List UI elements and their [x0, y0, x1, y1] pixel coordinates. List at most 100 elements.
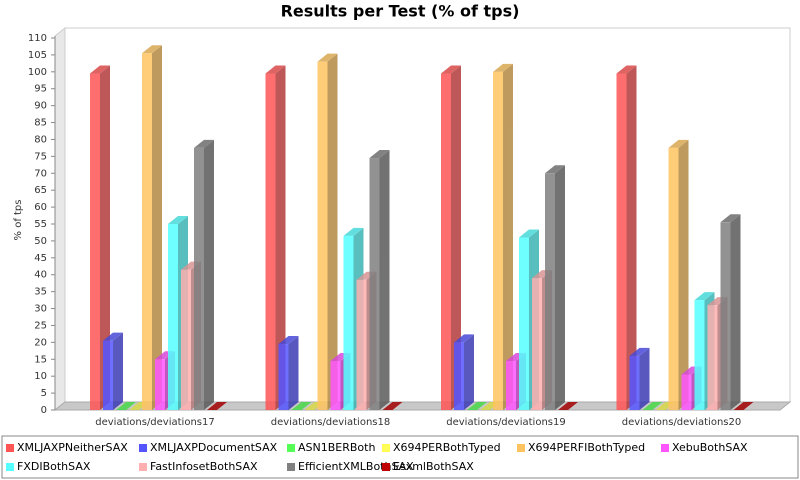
bar — [142, 45, 162, 411]
y-tick-label: 55 — [34, 219, 47, 230]
bar-front — [194, 147, 204, 410]
bar-top — [733, 402, 754, 410]
y-tick-label: 95 — [34, 84, 47, 95]
bar-front — [519, 237, 529, 410]
bar-front — [103, 340, 113, 410]
legend-label: XebuBothSAX — [672, 441, 748, 454]
bar-top — [116, 402, 136, 410]
bar-side — [204, 139, 214, 410]
bar — [642, 402, 663, 410]
y-tick-label: 15 — [34, 354, 47, 365]
y-tick-label: 90 — [34, 101, 47, 112]
x-tick-label: deviations/deviations19 — [446, 417, 565, 428]
bar-side — [626, 65, 637, 410]
bar-top — [668, 139, 689, 148]
bar-front — [265, 73, 276, 410]
bar — [382, 402, 403, 410]
y-axis-label: % of tps — [13, 200, 24, 241]
y-tick-label: 35 — [34, 287, 47, 298]
bar-front — [330, 360, 341, 410]
x-tick-label: deviations/deviations17 — [95, 417, 214, 428]
bar — [207, 402, 227, 410]
bar-front — [90, 73, 100, 410]
bar-top — [103, 332, 123, 341]
bar-front — [369, 158, 380, 410]
bar — [616, 65, 637, 410]
bar-side — [678, 139, 689, 410]
bar-front — [493, 71, 503, 411]
bar-side — [379, 150, 390, 410]
chart-title: Results per Test (% of tps) — [281, 2, 520, 21]
legend-label: XMLJAXPNeitherSAX — [17, 441, 128, 454]
legend-label: FXDIBothSAX — [17, 460, 91, 473]
bar — [90, 65, 110, 410]
y-tick-label: 30 — [34, 304, 47, 315]
legend-swatch — [139, 444, 147, 452]
bar-top — [642, 402, 663, 410]
bar-top — [694, 292, 715, 301]
legend-swatch — [6, 463, 14, 471]
bar-side — [288, 336, 299, 410]
bar — [265, 65, 286, 410]
bar — [467, 402, 487, 410]
bar-side — [464, 334, 474, 410]
legend-swatch — [287, 463, 295, 471]
bar-side — [451, 65, 461, 410]
bar-top — [369, 150, 390, 159]
y-tick-label: 60 — [34, 202, 47, 213]
legend-label: X694PERFIBothTyped — [528, 441, 645, 454]
bar — [317, 53, 338, 410]
bar — [116, 402, 136, 410]
bar-side — [275, 65, 286, 410]
bar-front — [616, 73, 627, 410]
bar-side — [100, 65, 110, 410]
bar — [194, 139, 214, 410]
bar-top — [291, 402, 312, 410]
legend-label: EsxmlBothSAX — [393, 460, 474, 473]
bar-front — [532, 278, 542, 410]
bar-front — [694, 300, 705, 410]
bar-front — [454, 342, 464, 410]
legend-swatch — [287, 444, 295, 452]
bar-side — [639, 347, 650, 410]
y-tick-label: 100 — [28, 67, 47, 78]
bar-front — [343, 235, 354, 410]
bar-front — [356, 279, 367, 410]
bar-front — [707, 305, 718, 410]
bar-top — [317, 53, 338, 62]
x-tick-label: deviations/deviations20 — [622, 417, 741, 428]
legend-swatch — [139, 463, 147, 471]
bar-top — [616, 65, 637, 74]
legend-label: FastInfosetBothSAX — [150, 460, 258, 473]
bar — [720, 214, 741, 410]
bar-side — [730, 214, 741, 410]
bar-front — [168, 224, 178, 410]
legend — [1, 435, 799, 479]
y-tick-label: 105 — [28, 50, 47, 61]
bar-top — [493, 63, 513, 72]
bar-top — [467, 402, 487, 410]
y-tick-label: 0 — [41, 405, 47, 416]
y-tick-label: 25 — [34, 320, 47, 331]
bar-front — [681, 374, 692, 410]
bar-top — [720, 214, 741, 223]
legend-label: XMLJAXPDocumentSAX — [150, 441, 278, 454]
legend-swatch — [6, 444, 14, 452]
bar — [369, 150, 390, 410]
bar-top — [454, 334, 474, 343]
bar-top — [278, 336, 299, 345]
bar — [558, 402, 578, 410]
legend-swatch — [382, 463, 390, 471]
bar-front — [506, 360, 516, 410]
bar-side — [555, 165, 565, 410]
y-tick-label: 65 — [34, 185, 47, 196]
bar-top — [142, 45, 162, 54]
y-tick-label: 50 — [34, 236, 47, 247]
bar-side — [152, 45, 162, 411]
bar — [291, 402, 312, 410]
bar — [493, 63, 513, 411]
legend-swatch — [661, 444, 669, 452]
bar-front — [441, 73, 451, 410]
legend-label: ASN1BERBoth — [298, 441, 375, 454]
